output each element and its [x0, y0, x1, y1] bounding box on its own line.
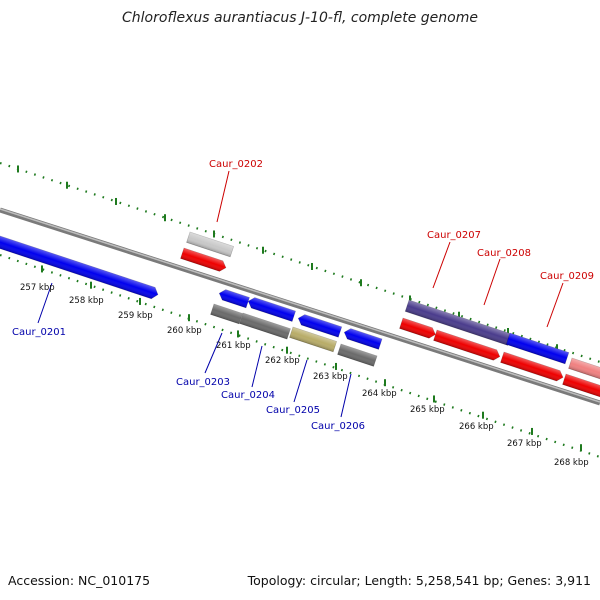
caur-0207-arrow[interactable]	[399, 317, 438, 340]
caur-0204-gray[interactable]	[239, 312, 291, 340]
caur-0208-blue[interactable]	[505, 332, 570, 365]
kbp-scale-labels: 257 kbp 258 kbp 259 kbp 260 kbp 261 kbp …	[20, 283, 589, 468]
lower-major-ticks	[41, 265, 582, 452]
leader-caur-0205	[293, 359, 308, 403]
leader-caur-0203	[204, 332, 223, 374]
caur-0210-arrow[interactable]	[562, 373, 600, 400]
leader-caur-0207	[432, 241, 451, 289]
caur-0202-arrow[interactable]	[180, 247, 228, 273]
gene-label-caur-0201[interactable]: Caur_0201	[12, 327, 66, 338]
kbp-label: 264 kbp	[362, 389, 397, 399]
kbp-label: 261 kbp	[216, 341, 251, 351]
leader-caur-0206	[340, 373, 352, 418]
leader-caur-0204	[251, 345, 263, 388]
gene-label-caur-0207[interactable]: Caur_0207	[427, 230, 481, 241]
caur-0206-gray[interactable]	[337, 343, 378, 367]
reverse-gene-labels: Caur_0202 Caur_0207 Caur_0208 Caur_0209	[209, 159, 594, 282]
gene-label-caur-0202[interactable]: Caur_0202	[209, 159, 263, 170]
kbp-label: 262 kbp	[265, 356, 300, 366]
gene-label-caur-0205[interactable]: Caur_0205	[266, 405, 320, 416]
lower-tick-track	[0, 253, 600, 459]
gene-label-caur-0204[interactable]: Caur_0204	[221, 390, 275, 401]
leader-caur-0208	[483, 258, 501, 306]
upper-dotted-track	[0, 161, 600, 364]
genome-summary-text: Topology: circular; Length: 5,258,541 bp…	[247, 573, 591, 588]
forward-gene-labels: Caur_0201 Caur_0203 Caur_0204 Caur_0205 …	[12, 327, 365, 432]
kbp-label: 268 kbp	[554, 458, 589, 468]
gene-label-caur-0206[interactable]: Caur_0206	[311, 421, 365, 432]
caur-0204-arrow[interactable]	[247, 296, 296, 322]
leader-caur-0201	[37, 282, 53, 324]
accession-text: Accession: NC_010175	[8, 573, 150, 588]
caur-0209-arrow[interactable]	[500, 351, 565, 383]
caur-0205-olive[interactable]	[289, 326, 338, 353]
kbp-label: 257 kbp	[20, 283, 55, 293]
kbp-label: 260 kbp	[167, 326, 202, 336]
kbp-label: 265 kbp	[410, 405, 445, 415]
caur-0201-arrow[interactable]	[0, 225, 160, 300]
gene-label-caur-0208[interactable]: Caur_0208	[477, 248, 531, 259]
leader-caur-0202	[216, 170, 230, 223]
caur-0205-arrow[interactable]	[297, 313, 343, 338]
caur-0203-gray[interactable]	[210, 303, 243, 325]
kbp-label: 259 kbp	[118, 311, 153, 321]
caur-0206-arrow[interactable]	[343, 327, 383, 350]
kbp-label: 266 kbp	[459, 422, 494, 432]
kbp-label: 263 kbp	[313, 372, 348, 382]
genome-backbone	[0, 207, 600, 406]
caur-0208-arrow[interactable]	[433, 329, 502, 362]
caur-0202-gray[interactable]	[186, 231, 235, 258]
kbp-label: 258 kbp	[69, 296, 104, 306]
lower-dotted-track	[0, 253, 600, 459]
leader-caur-0209	[546, 282, 564, 328]
kbp-label: 267 kbp	[507, 439, 542, 449]
gene-features	[0, 225, 600, 400]
gene-label-caur-0203[interactable]: Caur_0203	[176, 377, 230, 388]
caur-0207-purple[interactable]	[404, 299, 512, 346]
caur-0203-arrow[interactable]	[218, 288, 250, 309]
gene-label-caur-0209[interactable]: Caur_0209	[540, 271, 594, 282]
label-leaders	[37, 170, 564, 418]
map-title: Chloroflexus aurantiacus J-10-fl, comple…	[122, 10, 478, 26]
